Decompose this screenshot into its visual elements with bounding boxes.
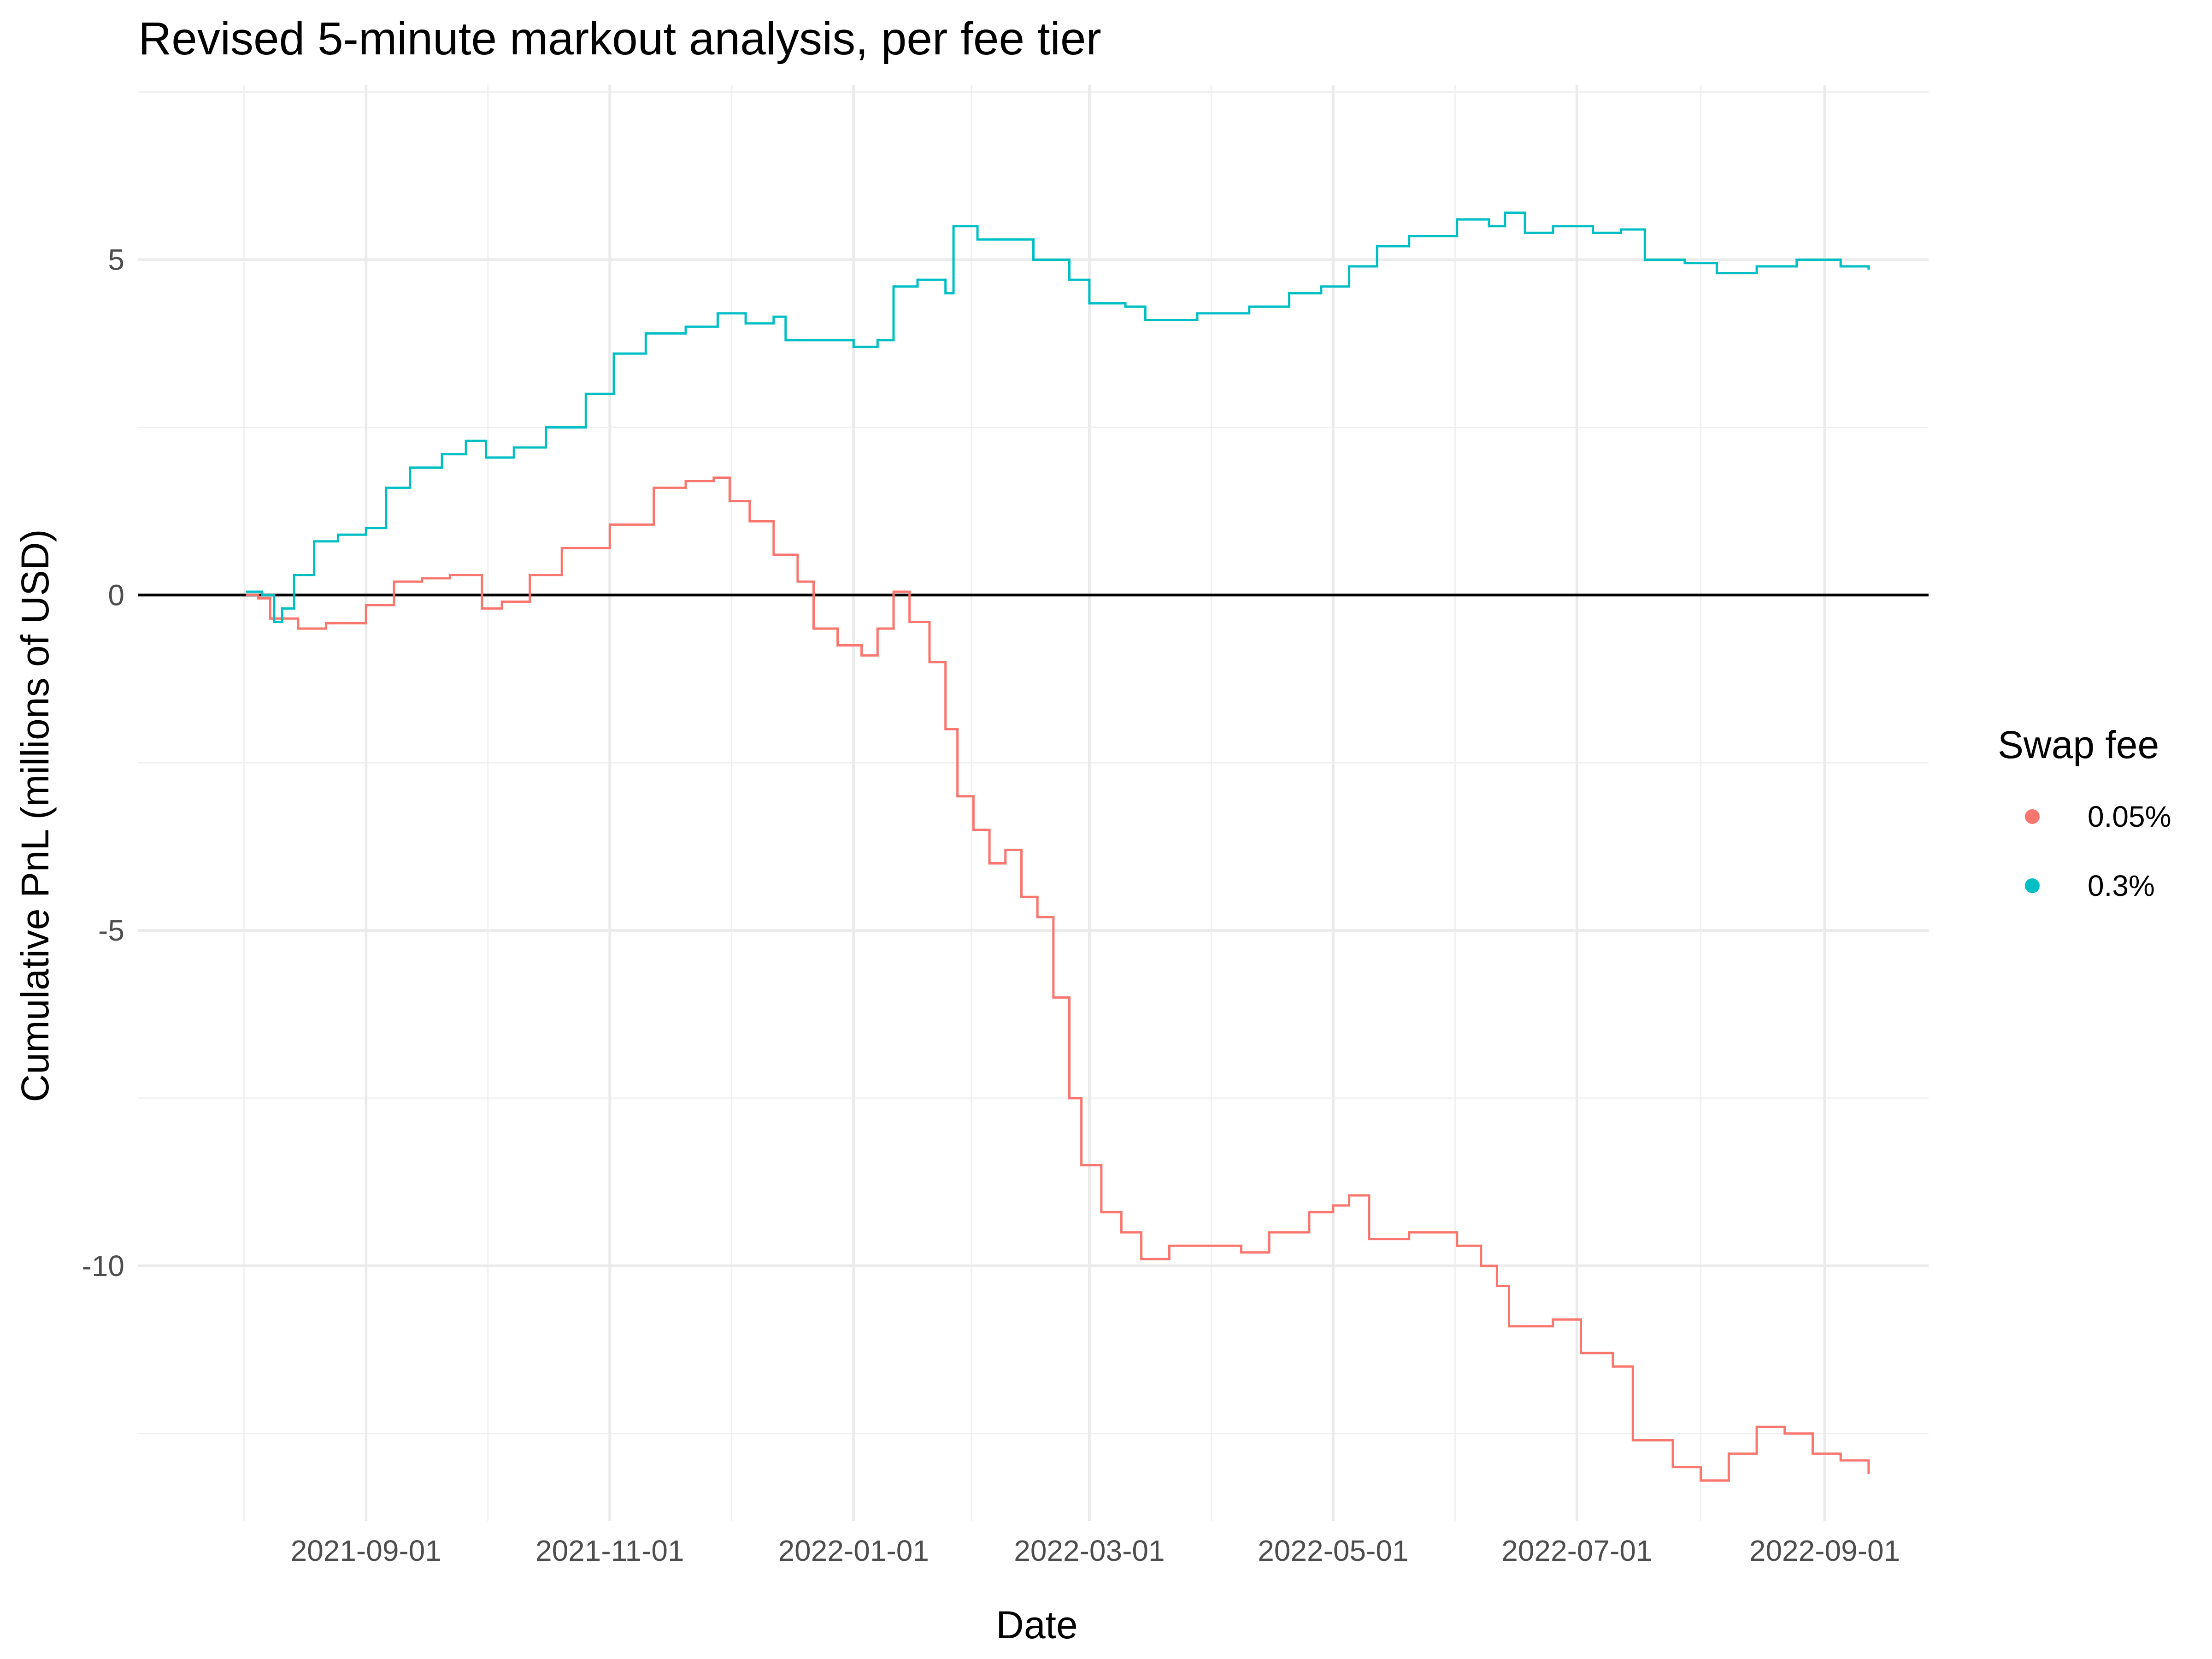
x-axis-title: Date — [996, 1603, 1077, 1647]
legend-key-2 — [2025, 878, 2040, 893]
x-tick-label: 2022-05-01 — [1258, 1534, 1408, 1567]
legend-label-2: 0.3% — [2088, 869, 2155, 902]
y-tick-label: 0 — [108, 578, 124, 612]
series-line-1 — [246, 477, 1870, 1482]
x-tick-label: 2022-01-01 — [778, 1534, 929, 1567]
series-layer — [246, 212, 1870, 1482]
y-axis-title: Cumulative PnL (millions of USD) — [13, 529, 57, 1102]
legend: Swap fee 0.05% 0.3% — [1998, 723, 2171, 902]
legend-key-1 — [2025, 809, 2040, 824]
legend-label-1: 0.05% — [2088, 800, 2171, 833]
series-line-2 — [246, 212, 1870, 623]
legend-title: Swap fee — [1998, 723, 2159, 766]
y-tick-label: -10 — [82, 1249, 125, 1282]
x-tick-label: 2022-07-01 — [1501, 1534, 1652, 1567]
x-axis: 2021-09-01 2021-11-01 2022-01-01 2022-03-01… — [291, 1534, 1900, 1567]
y-axis: 5 0 -5 -10 — [82, 243, 125, 1282]
x-tick-label: 2021-09-01 — [291, 1534, 441, 1567]
x-tick-label: 2022-09-01 — [1749, 1534, 1900, 1567]
x-tick-label: 2022-03-01 — [1014, 1534, 1165, 1567]
chart-title: Revised 5-minute markout analysis, per f… — [138, 13, 1101, 65]
x-tick-label: 2021-11-01 — [535, 1534, 684, 1567]
y-tick-label: 5 — [108, 243, 124, 276]
y-tick-label: -5 — [98, 914, 124, 947]
